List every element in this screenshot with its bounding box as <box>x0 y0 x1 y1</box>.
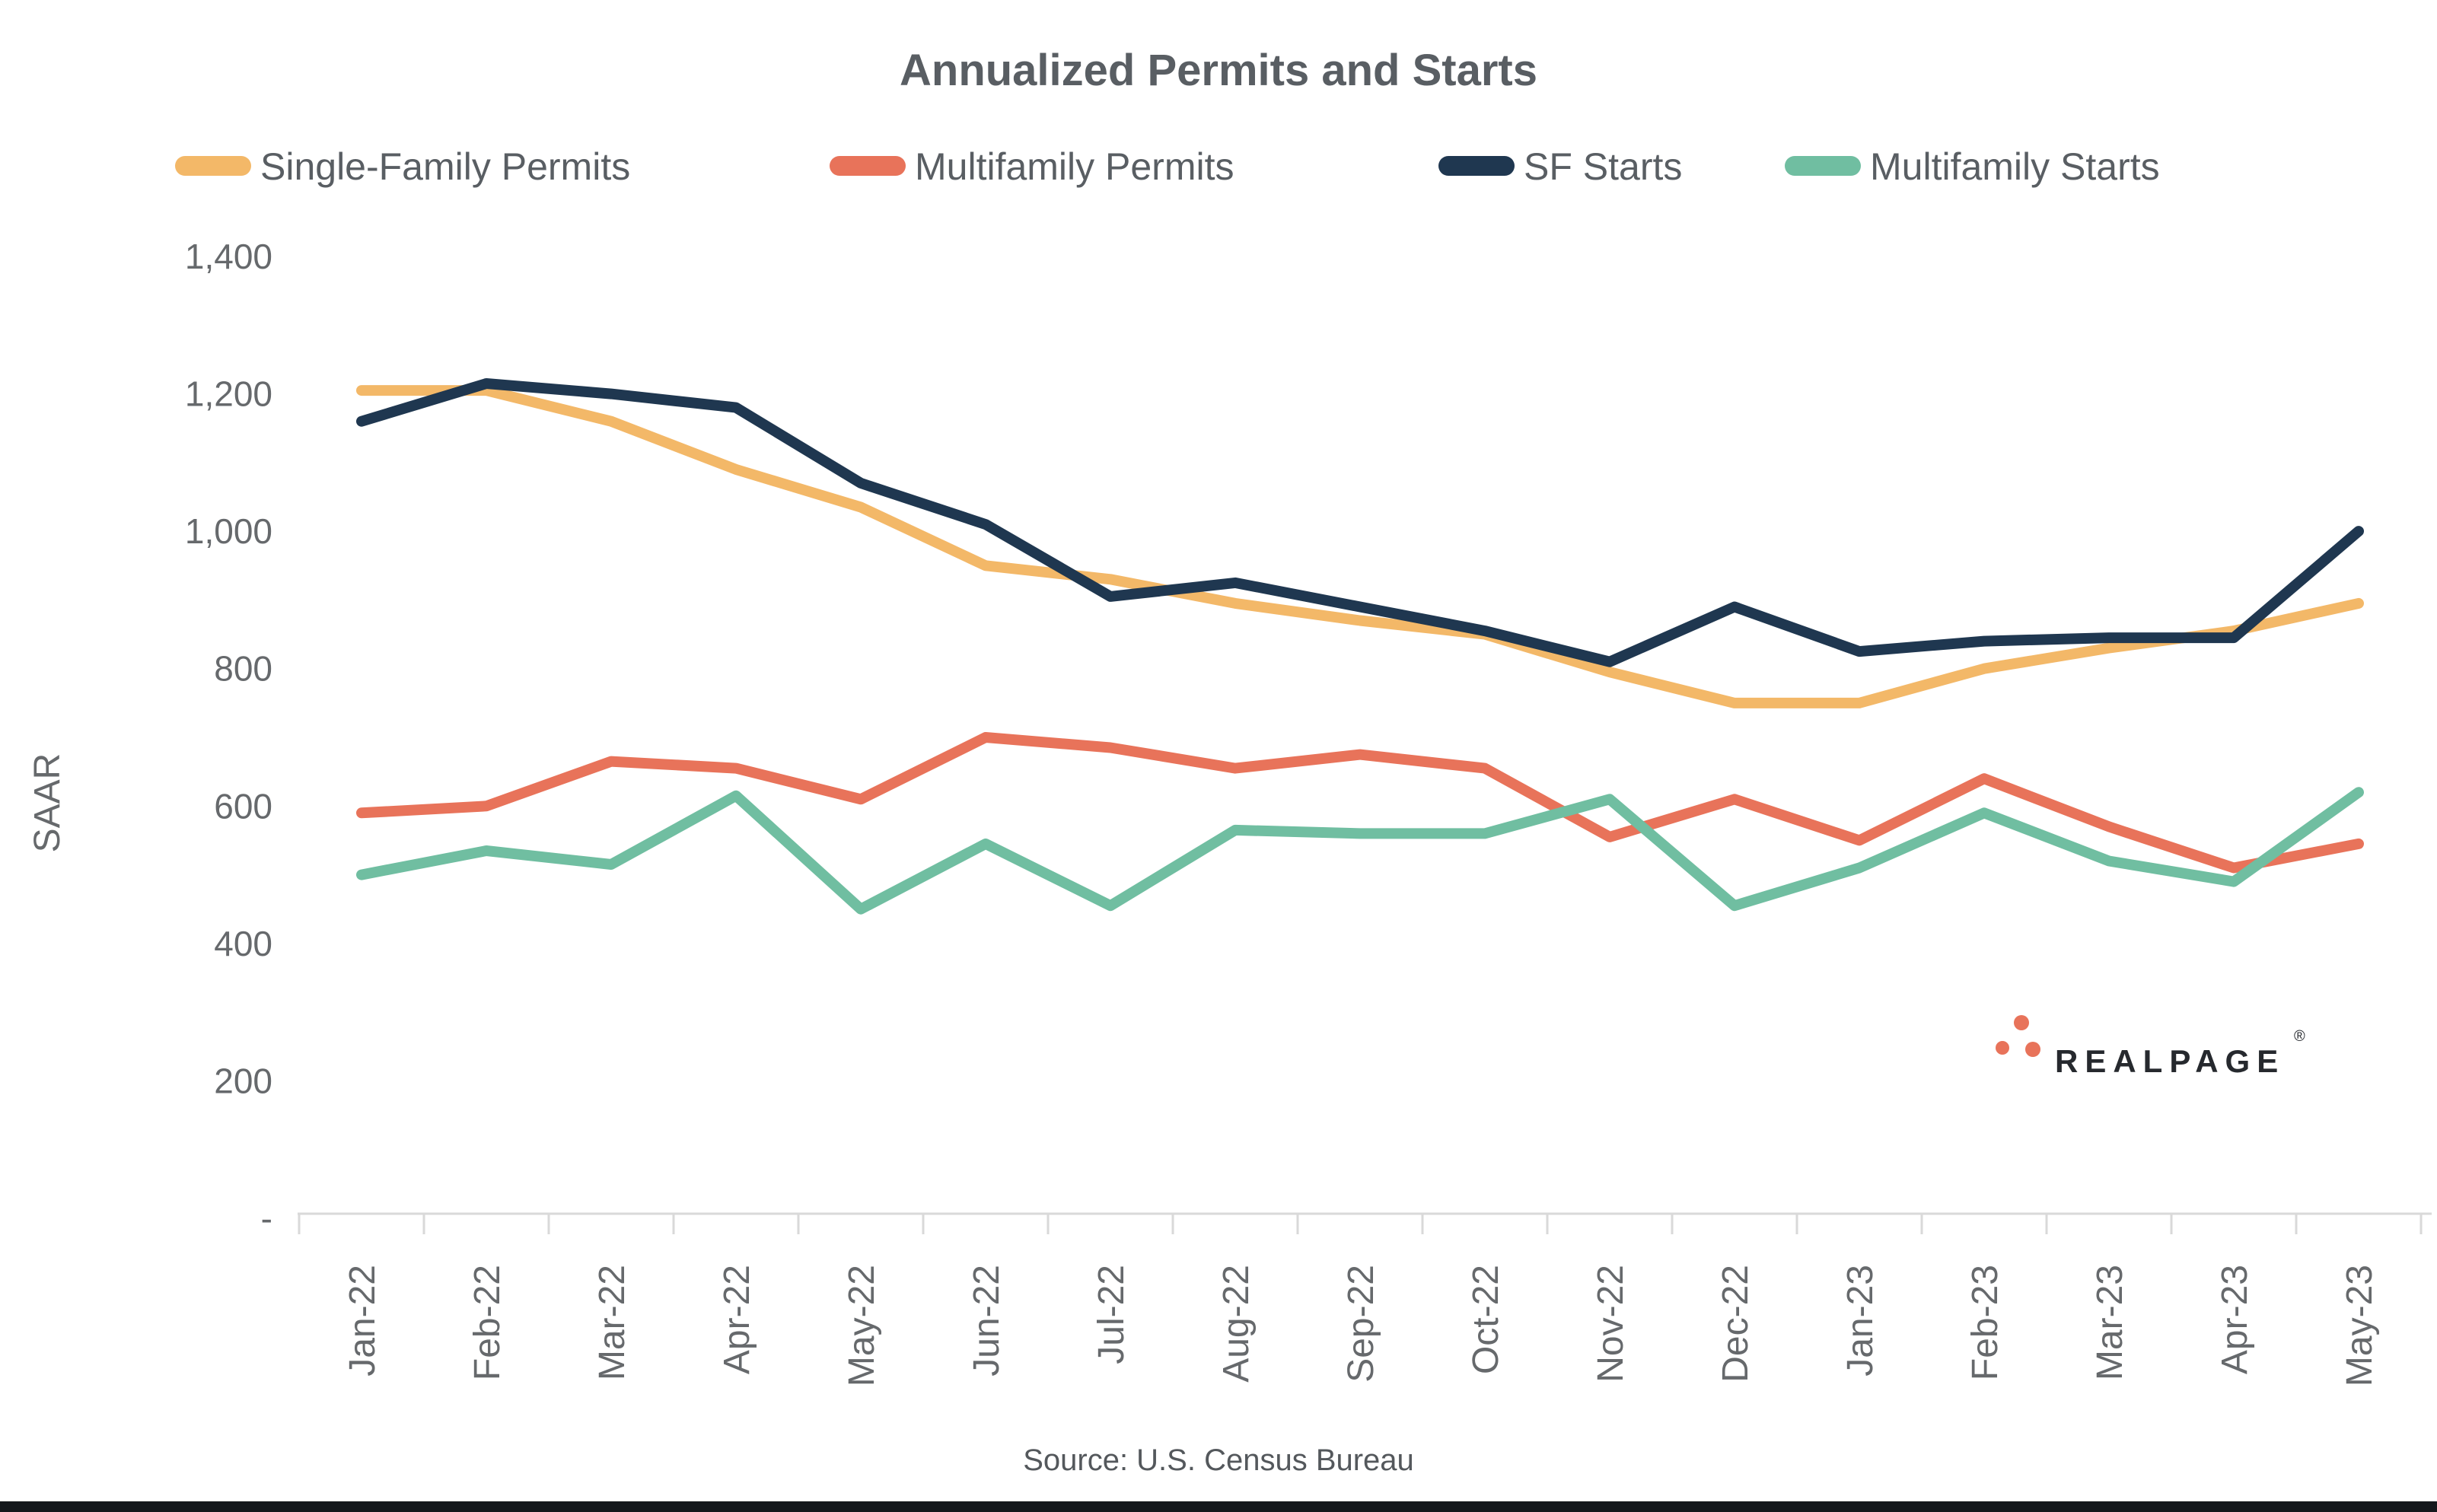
y-tick-label: 1,000 <box>185 511 272 551</box>
y-tick-label: 800 <box>214 649 272 689</box>
x-tick-label: Apr-23 <box>2215 1265 2255 1374</box>
y-axis: 1,400 1,200 1,000 800 600 400 200 - <box>185 237 272 1238</box>
x-tick-label: Feb-22 <box>467 1265 508 1380</box>
x-tick-label: Feb-23 <box>1965 1265 2005 1380</box>
legend-swatch <box>1785 156 1861 176</box>
logo-dot-top <box>2014 1015 2029 1030</box>
x-tick-label: May-22 <box>842 1265 882 1386</box>
series-line-multifamily-starts <box>356 787 2364 915</box>
legend-label: SF Starts <box>1524 145 1682 188</box>
legend-label: Multifamily Permits <box>915 145 1234 188</box>
y-tick-label: 400 <box>214 924 272 963</box>
logo-dot-right <box>2025 1042 2040 1057</box>
legend-swatch <box>175 156 251 176</box>
legend-label: Single-Family Permits <box>260 145 630 188</box>
x-tick-label: Oct-22 <box>1466 1265 1506 1374</box>
logo-registered-icon: ® <box>2294 1028 2305 1045</box>
x-tick-label: Jul-22 <box>1091 1265 1132 1364</box>
x-tick-label: Mar-23 <box>2090 1265 2130 1380</box>
y-axis-title: SAAR <box>27 753 68 853</box>
logo-dot-left <box>1996 1041 2009 1055</box>
x-tick-label: Aug-22 <box>1216 1265 1257 1383</box>
source-note: Source: U.S. Census Bureau <box>1023 1444 1414 1477</box>
y-tick-label: 600 <box>214 786 272 826</box>
x-tick-label: Apr-22 <box>717 1265 757 1374</box>
legend-item: Multifamily Starts <box>1785 145 2160 188</box>
x-tick-label: Jan-22 <box>342 1265 383 1377</box>
y-tick-label: 1,400 <box>185 237 272 276</box>
series-line-single-family-permits <box>356 385 2364 708</box>
legend-item: Single-Family Permits <box>175 145 630 188</box>
chart-title: Annualized Permits and Starts <box>900 46 1537 95</box>
bottom-border-bar <box>0 1501 2437 1512</box>
x-axis: Jan-22 Feb-22 Mar-22 Apr-22 May-22 Jun-22 Jul-… <box>298 1212 2432 1386</box>
x-tick-label: Jan-23 <box>1840 1265 1881 1377</box>
logo-wordmark: REALPAGE <box>2055 1043 2285 1079</box>
y-tick-label: - <box>261 1198 272 1238</box>
chart-legend: Single-Family Permits Multifamily Permits… <box>175 145 2160 188</box>
x-tick-label: Jun-22 <box>967 1265 1007 1377</box>
legend-item: SF Starts <box>1438 145 1682 188</box>
legend-label: Multifamily Starts <box>1870 145 2160 188</box>
legend-swatch <box>1438 156 1515 176</box>
series-line-multifamily-permits <box>356 732 2364 874</box>
x-tick-label: Mar-22 <box>592 1265 632 1380</box>
realpage-logo: REALPAGE ® <box>1996 1015 2305 1079</box>
series-line-sf-starts <box>356 378 2364 667</box>
legend-swatch <box>830 156 906 176</box>
x-tick-label: May-23 <box>2340 1265 2380 1386</box>
plot-lines <box>356 378 2364 915</box>
y-tick-label: 1,200 <box>185 374 272 414</box>
legend-item: Multifamily Permits <box>830 145 1234 188</box>
y-tick-label: 200 <box>214 1061 272 1100</box>
x-tick-label: Nov-22 <box>1591 1265 1631 1383</box>
x-tick-label: Sep-22 <box>1341 1265 1381 1383</box>
x-tick-label: Dec-22 <box>1715 1265 1756 1383</box>
